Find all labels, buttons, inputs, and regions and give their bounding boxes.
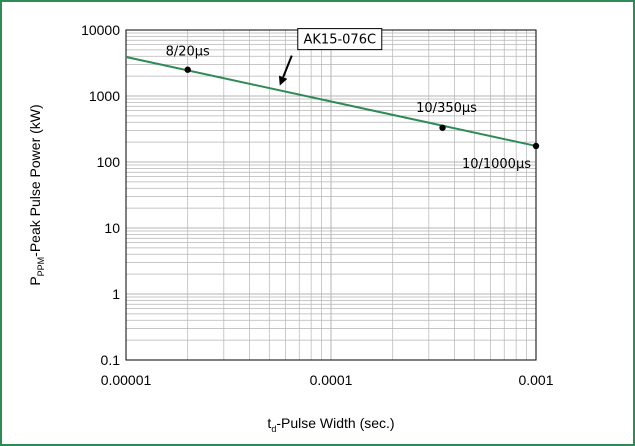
data-point bbox=[184, 66, 191, 73]
x-tick-label: 0.0001 bbox=[310, 372, 353, 388]
y-axis-label-sub: PPM bbox=[36, 257, 46, 277]
x-axis-label: td-Pulse Width (sec.) bbox=[267, 415, 394, 434]
y-tick-label: 1 bbox=[112, 286, 120, 302]
x-tick-label: 0.00001 bbox=[101, 372, 152, 388]
y-tick-label: 10 bbox=[104, 220, 120, 236]
x-axis-label-rest: -Pulse Width (sec.) bbox=[276, 415, 394, 431]
callout-arrowhead bbox=[278, 75, 288, 86]
data-point-label: 10/1000µs bbox=[462, 157, 531, 172]
callout: AK15-076C bbox=[278, 28, 383, 86]
x-axis-label-main: t bbox=[267, 415, 271, 431]
y-axis-label-main: P bbox=[27, 276, 43, 285]
tick-labels: 0.00001 0.0001 0.001 0.1 1 10 100 1000 10000 bbox=[81, 22, 554, 388]
callout-arrow bbox=[282, 55, 293, 78]
series-layer bbox=[125, 56, 537, 147]
y-tick-label: 1000 bbox=[89, 88, 120, 104]
y-tick-label: 100 bbox=[97, 154, 121, 170]
x-axis-label-sub: d bbox=[271, 424, 276, 434]
y-tick-label: 0.1 bbox=[101, 352, 121, 368]
data-point-label: 10/350µs bbox=[416, 101, 477, 116]
data-point bbox=[439, 124, 446, 131]
data-point bbox=[532, 142, 540, 150]
y-axis-label: PPPM-Peak Pulse Power (kW) bbox=[27, 104, 46, 285]
data-point-label: 8/20µs bbox=[166, 45, 210, 60]
points-layer: 8/20µs 10/350µs 10/1000µs bbox=[166, 45, 540, 172]
series-line bbox=[125, 56, 537, 147]
callout-label: AK15-076C bbox=[304, 33, 377, 48]
y-tick-label: 10000 bbox=[81, 22, 120, 38]
x-tick-label: 0.001 bbox=[518, 372, 553, 388]
grid bbox=[125, 30, 536, 361]
callout-box bbox=[297, 28, 383, 51]
y-axis-label-rest: -Peak Pulse Power (kW) bbox=[27, 104, 43, 256]
